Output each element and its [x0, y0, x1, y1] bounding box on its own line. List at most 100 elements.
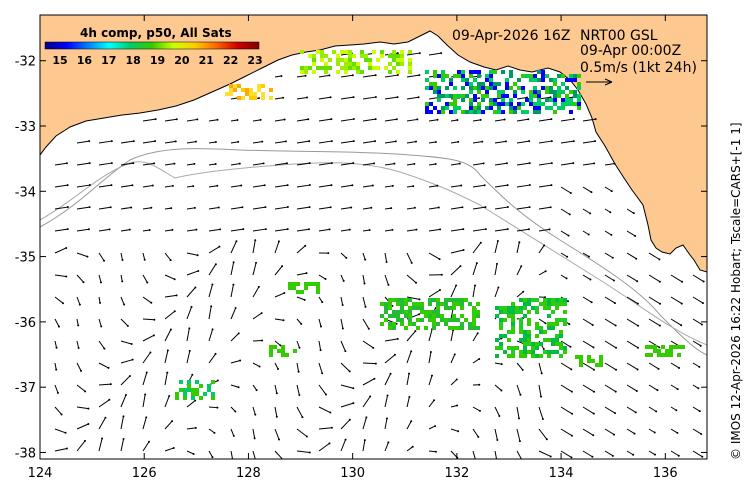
current-vector-head — [636, 280, 639, 283]
sst-cell — [396, 62, 400, 66]
current-vector — [54, 406, 62, 415]
sst-cell — [448, 326, 452, 330]
current-vector — [692, 406, 701, 412]
sst-cell — [425, 70, 429, 74]
sst-cell — [195, 380, 199, 384]
current-vector — [98, 362, 109, 369]
current-vector-head — [255, 261, 258, 264]
current-vector-head — [352, 162, 355, 165]
current-vector-head — [592, 368, 595, 371]
current-vector — [384, 118, 397, 122]
current-vector — [384, 354, 396, 364]
sst-cell — [433, 70, 437, 74]
sst-cell — [565, 86, 569, 90]
current-vector-head — [414, 330, 417, 333]
sst-cell — [336, 62, 340, 66]
current-vector — [582, 296, 592, 303]
current-vector — [208, 450, 213, 458]
current-vector — [670, 362, 680, 369]
sst-cell — [420, 310, 424, 314]
sst-cell — [535, 354, 539, 358]
current-vector-head — [570, 390, 573, 393]
current-vector — [428, 163, 436, 166]
sst-cell — [681, 345, 685, 349]
sst-cell — [324, 62, 328, 66]
sst-cell — [481, 98, 485, 102]
current-vector — [516, 291, 524, 298]
current-vector — [516, 96, 528, 100]
sst-cell — [539, 354, 543, 358]
current-vector — [142, 185, 153, 188]
sst-cell — [203, 392, 207, 396]
sst-cell — [537, 102, 541, 106]
current-vector-head — [348, 370, 351, 373]
current-vector — [670, 274, 683, 283]
current-vector-head — [188, 349, 191, 352]
sst-cell — [511, 318, 515, 322]
sst-cell — [485, 86, 489, 90]
current-vector — [406, 229, 417, 232]
sst-cell — [543, 350, 547, 354]
sst-cell — [468, 326, 472, 330]
sst-cell — [453, 74, 457, 78]
sst-cell — [468, 302, 472, 306]
current-vector-head — [286, 228, 289, 231]
sst-cell — [269, 88, 273, 92]
current-vector-head — [171, 228, 174, 231]
current-vector — [450, 379, 458, 386]
sst-cell — [433, 74, 437, 78]
sst-cell — [543, 330, 547, 334]
sst-cell — [477, 86, 481, 90]
sst-cell — [591, 359, 595, 363]
sst-cell — [535, 326, 539, 330]
current-vector — [274, 292, 285, 298]
current-vector — [472, 406, 481, 412]
current-vector-head — [497, 286, 500, 289]
current-vector-head — [211, 283, 214, 286]
current-vector-head — [214, 162, 217, 165]
current-vector — [516, 384, 521, 395]
current-vector — [54, 274, 67, 277]
current-vector-head — [65, 246, 68, 249]
sst-cell — [559, 318, 563, 322]
sst-cell — [273, 345, 277, 349]
current-vector — [274, 97, 284, 100]
current-vector — [208, 353, 216, 364]
sst-cell — [324, 70, 328, 74]
current-vector-head — [636, 346, 639, 349]
sst-cell — [253, 96, 257, 100]
sst-cell — [579, 355, 583, 359]
sst-cell — [569, 90, 573, 94]
sst-cell — [577, 86, 581, 90]
sst-cell — [469, 86, 473, 90]
current-vector — [54, 384, 59, 394]
current-vector-head — [367, 327, 370, 330]
sst-cell — [505, 94, 509, 98]
sst-cell — [509, 74, 513, 78]
sst-cell — [511, 302, 515, 306]
current-vector-head — [506, 228, 509, 231]
sst-cell — [437, 98, 441, 102]
sst-cell — [336, 54, 340, 58]
sst-cell — [316, 50, 320, 54]
current-vector-head — [456, 119, 459, 122]
current-vector — [560, 140, 574, 144]
sst-cell — [501, 90, 505, 94]
current-vector-head — [476, 332, 479, 335]
sst-cell — [245, 92, 249, 96]
current-vector-head — [632, 453, 635, 456]
current-vector — [164, 163, 175, 166]
sst-cell — [461, 74, 465, 78]
current-vector-head — [330, 162, 333, 165]
current-vector — [318, 96, 331, 100]
sst-cell — [444, 306, 448, 310]
current-vector-head — [193, 206, 196, 209]
sst-cell — [559, 354, 563, 358]
current-vector-head — [345, 256, 348, 259]
current-vector-head — [636, 368, 639, 371]
current-vector-head — [590, 191, 593, 194]
current-vector-head — [374, 96, 377, 99]
current-vector — [98, 383, 111, 386]
current-vector — [76, 252, 88, 258]
sst-cell — [521, 102, 525, 106]
